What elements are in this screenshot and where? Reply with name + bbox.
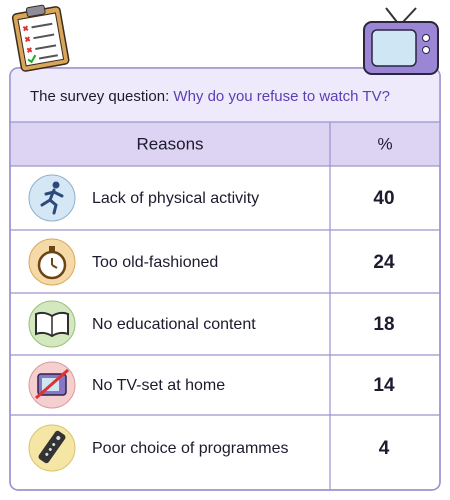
column-header: % bbox=[377, 134, 392, 153]
percent: 14 bbox=[373, 375, 395, 396]
column-header: Reasons bbox=[136, 134, 203, 153]
reason: No educational content bbox=[92, 316, 256, 333]
percent: 18 bbox=[373, 314, 394, 335]
question-band bbox=[10, 68, 440, 122]
percent: 24 bbox=[373, 252, 395, 273]
table-border bbox=[9, 67, 441, 491]
reason: Poor choice of programmes bbox=[92, 440, 289, 457]
percent: 4 bbox=[379, 438, 390, 459]
column-header-band bbox=[10, 122, 440, 166]
percent: 40 bbox=[373, 188, 394, 209]
row-icon bbox=[28, 300, 76, 348]
reason: No TV-set at home bbox=[92, 377, 225, 394]
question-line: The survey question: Why do you refuse t… bbox=[30, 88, 390, 105]
tv-icon bbox=[363, 7, 439, 75]
row-icon bbox=[28, 238, 76, 286]
row-icon bbox=[28, 361, 76, 409]
reason: Too old-fashioned bbox=[92, 254, 218, 271]
row-icon bbox=[28, 174, 76, 222]
question-label: The survey question: bbox=[30, 88, 169, 105]
table-lines bbox=[10, 121, 440, 490]
question-text: Why do you refuse to watch TV? bbox=[173, 88, 390, 105]
reason: Lack of physical activity bbox=[92, 190, 259, 207]
clipboard-icon bbox=[11, 4, 70, 72]
row-icon bbox=[28, 424, 76, 472]
